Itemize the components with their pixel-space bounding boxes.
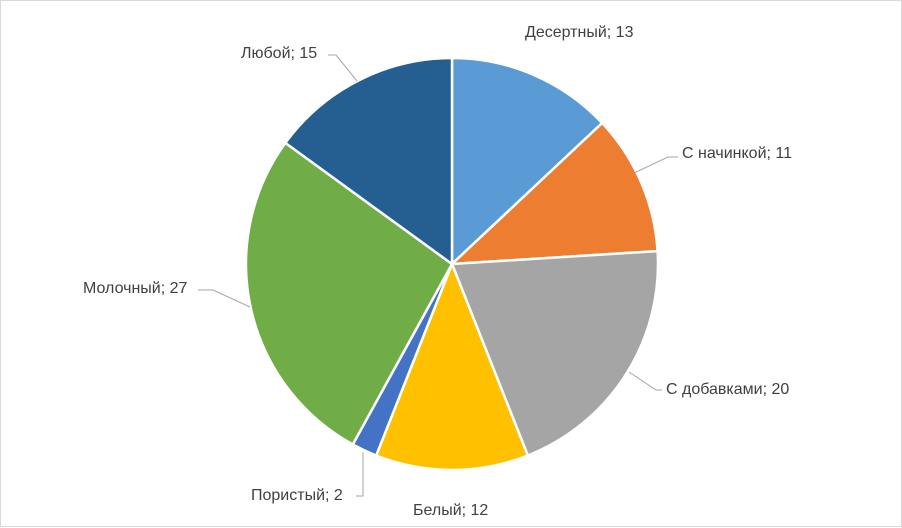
slice-molochnyy [244,141,454,446]
leader-line-molochnyy [198,289,251,308]
data-label-desertnyy: Десертный; 13 [525,24,634,41]
data-label-s-nachinkoy: С начинкой; 11 [682,145,792,162]
slice-belyy [374,262,530,472]
data-label-poristyy: Пористый; 2 [251,487,343,504]
data-labels: Десертный; 13 С начинкой; 11 С добавками… [83,24,792,519]
leader-lines [198,54,678,497]
slice-desertnyy [450,56,604,266]
data-label-molochnyy: Молочный; 27 [83,280,188,297]
slice-s-dobavkami [450,249,660,457]
data-label-belyy: Белый; 12 [413,502,488,519]
leader-line-lyuboy [328,54,358,82]
leader-line-s-nachinkoy [633,156,678,174]
leader-line-poristyy [356,452,364,497]
leader-line-s-dobavkami [628,371,662,391]
slice-lyuboy [284,56,454,266]
data-label-lyuboy: Любой; 15 [241,45,317,62]
pie-slices [244,56,660,472]
data-label-s-dobavkami: С добавками; 20 [666,381,789,398]
slice-s-nachinkoy [450,121,659,266]
